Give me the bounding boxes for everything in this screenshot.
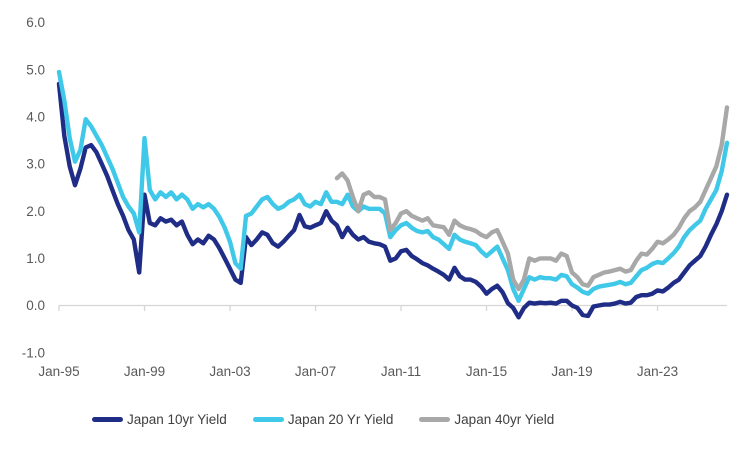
- series-line-2: [334, 105, 730, 292]
- x-axis-label: Jan-23: [637, 364, 678, 379]
- legend-swatch-20yr-icon: [252, 417, 284, 422]
- x-axis-label: Jan-95: [38, 364, 79, 379]
- x-axis-label: Jan-15: [466, 364, 507, 379]
- x-axis-label: Jan-07: [295, 364, 336, 379]
- y-axis-label: 5.0: [26, 62, 45, 77]
- y-axis-label: 3.0: [26, 157, 45, 172]
- y-axis-label: 4.0: [26, 110, 45, 125]
- y-axis-label: 0.0: [26, 298, 45, 313]
- legend: Japan 10yr Yield Japan 20 Yr Yield Japan…: [92, 412, 554, 427]
- series-line-1: [56, 69, 730, 303]
- legend-label-20yr: Japan 20 Yr Yield: [287, 412, 394, 427]
- y-axis-label: 1.0: [26, 251, 45, 266]
- y-axis-label: 2.0: [26, 204, 45, 219]
- legend-item-20yr: Japan 20 Yr Yield: [252, 412, 394, 427]
- x-axis-label: Jan-19: [551, 364, 592, 379]
- x-axis-label: Jan-11: [381, 364, 421, 379]
- legend-item-10yr: Japan 10yr Yield: [92, 412, 227, 427]
- y-axis-label: 6.0: [26, 15, 45, 30]
- series-line-0: [56, 81, 730, 320]
- legend-item-40yr: Japan 40yr Yield: [419, 412, 554, 427]
- legend-label-40yr: Japan 40yr Yield: [454, 412, 555, 427]
- x-axis-label: Jan-03: [209, 364, 250, 379]
- y-axis-label: -1.0: [22, 345, 45, 360]
- legend-label-10yr: Japan 10yr Yield: [127, 412, 227, 427]
- legend-swatch-10yr-icon: [92, 417, 123, 422]
- x-axis-label: Jan-99: [124, 364, 165, 379]
- legend-swatch-40yr-icon: [419, 417, 451, 422]
